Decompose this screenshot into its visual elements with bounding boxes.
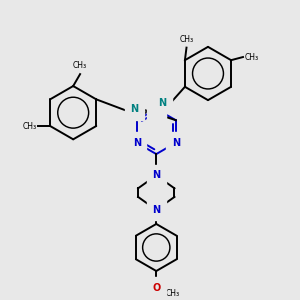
Text: N: N xyxy=(152,205,160,215)
Text: H: H xyxy=(131,100,138,109)
Text: CH₃: CH₃ xyxy=(166,289,180,298)
Text: CH₃: CH₃ xyxy=(23,122,37,130)
Text: CH₃: CH₃ xyxy=(179,35,194,44)
Text: N: N xyxy=(158,98,166,108)
Text: CH₃: CH₃ xyxy=(245,52,259,62)
Text: N: N xyxy=(130,104,139,114)
Text: N: N xyxy=(133,138,141,148)
Text: N: N xyxy=(152,170,160,180)
Text: H: H xyxy=(159,93,166,102)
Text: O: O xyxy=(152,283,160,293)
Text: CH₃: CH₃ xyxy=(73,61,87,70)
Text: N: N xyxy=(172,138,180,148)
Text: N: N xyxy=(152,104,160,114)
